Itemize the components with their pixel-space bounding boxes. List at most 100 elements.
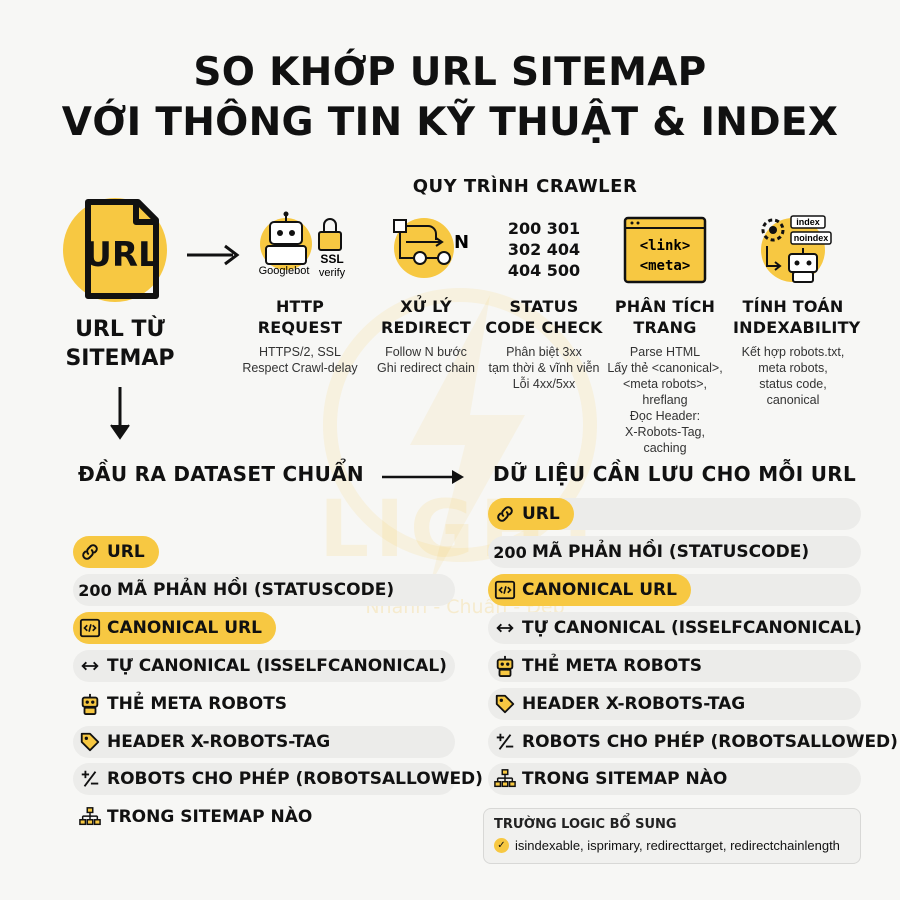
page-title: SO KHỚP URL SITEMAP VỚI THÔNG TIN KỸ THU… — [0, 48, 900, 148]
step-title: XỬ LÝ REDIRECT — [366, 296, 486, 338]
row-highlight: CANONICAL URL — [73, 612, 276, 644]
indexability-icon: index noindex — [761, 215, 832, 283]
html-meta-icon: <link> <meta> — [623, 216, 707, 284]
step-title-line-1: PHÂN TÍCH — [614, 297, 716, 316]
step-desc-line: meta robots, — [758, 361, 828, 375]
stored-row-xrobots: HEADER X-ROBOTS-TAG — [488, 688, 861, 720]
url-file-icon: URL — [60, 190, 180, 310]
step-title: HTTP REQUEST — [240, 296, 360, 338]
step-title-line-2: INDEXABILITY — [733, 318, 861, 337]
row-label: CANONICAL URL — [107, 618, 262, 638]
logic-fields: isindexable, isprimary, redirecttarget, … — [515, 838, 840, 853]
check-icon: ✓ — [494, 838, 509, 853]
step-desc-line: <meta robots>, hreflang — [622, 377, 708, 407]
step-title-line-2: CODE CHECK — [485, 318, 603, 337]
row-label: TỰ CANONICAL (ISSELFCANONICAL) — [107, 656, 447, 676]
row-label: URL — [107, 542, 145, 562]
meta-tag-label: <meta> — [640, 258, 691, 274]
status-number: 200 — [78, 580, 112, 600]
output-row-robotsallowed: ROBOTS CHO PHÉP (ROBOTSALLOWED) — [73, 763, 483, 795]
url-icon-text: URL — [84, 235, 159, 275]
step-title-line-1: HTTP — [275, 297, 325, 316]
row-label: URL — [522, 504, 560, 524]
redirect-icon: N — [393, 218, 469, 278]
row-label: TRONG SITEMAP NÀO — [107, 807, 313, 827]
step-http-request: Googlebot SSL verify HTTP REQUEST HTTPS/… — [240, 210, 360, 376]
step-title-line-2: REQUEST — [257, 318, 343, 337]
output-row-selfcanonical: TỰ CANONICAL (ISSELFCANONICAL) — [73, 650, 455, 682]
output-row-sitemap: TRONG SITEMAP NÀO — [73, 801, 455, 833]
googlebot-ssl-icon: Googlebot SSL verify — [259, 211, 346, 279]
step-title-line-2: REDIRECT — [381, 318, 471, 337]
logic-fields-box: TRƯỜNG LOGIC BỔ SUNG ✓ isindexable, ispr… — [483, 808, 861, 864]
logic-title: TRƯỜNG LOGIC BỔ SUNG — [494, 817, 677, 832]
sitemap-icon — [73, 806, 107, 828]
stored-row-metarobots: THẺ META ROBOTS — [488, 650, 861, 682]
step-description: Follow N bước Ghi redirect chain — [366, 344, 486, 376]
output-row-xrobots: HEADER X-ROBOTS-TAG — [73, 726, 455, 758]
source-label-line-1: URL TỪ — [75, 317, 165, 342]
stored-row-statuscode: 200 MÃ PHẢN HỒI (STATUSCODE) — [488, 536, 861, 568]
row-label: TRONG SITEMAP NÀO — [522, 769, 728, 789]
stored-row-url: URL — [488, 498, 861, 530]
arrow-right-long-icon — [382, 470, 464, 484]
row-label: MÃ PHẢN HỒI (STATUSCODE) — [117, 580, 395, 600]
arrow-right-icon — [187, 244, 240, 266]
step-title-line-1: TÍNH TOÁN — [742, 297, 844, 316]
redirect-n-label: N — [454, 232, 469, 253]
step-desc-line: Ghi redirect chain — [377, 361, 475, 375]
link-tag-label: <link> — [640, 238, 691, 254]
plus-minus-icon — [73, 768, 107, 790]
status-codes: 200 301 302 404 404 500 — [484, 210, 604, 290]
step-desc-line: Phân biệt 3xx — [506, 345, 582, 359]
row-label: HEADER X-ROBOTS-TAG — [522, 694, 746, 714]
source-label-line-2: SITEMAP — [65, 346, 175, 371]
sitemap-icon — [488, 768, 522, 790]
row-label: HEADER X-ROBOTS-TAG — [107, 732, 331, 752]
row-highlight: CANONICAL URL — [488, 574, 691, 606]
row-label: CANONICAL URL — [522, 580, 677, 600]
step-redirect: N XỬ LÝ REDIRECT Follow N bước Ghi redir… — [366, 210, 486, 376]
status-number: 200 — [493, 542, 527, 562]
step-description: Kết hợp robots.txt, meta robots, status … — [733, 344, 853, 408]
source-label: URL TỪ SITEMAP — [40, 315, 200, 373]
arrows-icon — [73, 655, 107, 677]
stored-data-title: DỮ LIỆU CẦN LƯU CHO MỖI URL — [493, 462, 857, 486]
step-desc-line: Lấy thẻ <canonical>, — [607, 361, 723, 375]
output-dataset-title: ĐẦU RA DATASET CHUẨN — [78, 462, 364, 486]
output-row-statuscode: 200 MÃ PHẢN HỒI (STATUSCODE) — [73, 574, 455, 606]
step-desc-line: Respect Crawl-delay — [242, 361, 358, 375]
step-desc-line: HTTPS/2, SSL — [259, 345, 341, 359]
step-desc-line: Kết hợp robots.txt, — [741, 345, 845, 359]
step-desc-line: tạm thời & vĩnh viễn — [488, 361, 600, 375]
ssl-label: SSL — [320, 252, 343, 266]
status-code-line: 302 404 — [507, 240, 581, 259]
tag-icon — [488, 693, 522, 715]
step-indexability: index noindex TÍNH TOÁN INDEXABILITY Kết… — [733, 210, 861, 408]
googlebot-label: Googlebot — [259, 265, 310, 277]
step-desc-line: Parse HTML — [629, 345, 701, 359]
row-label: THẺ META ROBOTS — [522, 656, 703, 676]
step-desc-line: Đọc Header: — [629, 409, 701, 423]
output-row-url: URL — [73, 536, 455, 568]
step-desc-line: Follow N bước — [385, 345, 467, 359]
row-label: THẺ META ROBOTS — [107, 694, 288, 714]
step-desc-line: status code, — [759, 377, 827, 391]
row-highlight: URL — [488, 498, 574, 530]
title-line-1: SO KHỚP URL SITEMAP — [193, 50, 707, 95]
row-highlight: URL — [73, 536, 159, 568]
link-icon — [488, 503, 522, 525]
step-desc-line: Lỗi 4xx/5xx — [512, 377, 576, 391]
status-code-line: 200 301 — [507, 219, 581, 238]
plus-minus-icon — [488, 731, 522, 753]
row-label: MÃ PHẢN HỒI (STATUSCODE) — [532, 542, 810, 562]
step-title-line-2: TRANG — [633, 318, 697, 337]
output-row-metarobots: THẺ META ROBOTS — [73, 688, 455, 720]
stored-row-canonical: CANONICAL URL — [488, 574, 861, 606]
stored-row-selfcanonical: TỰ CANONICAL (ISSELFCANONICAL) — [488, 612, 862, 644]
verify-label: verify — [319, 267, 346, 279]
step-description: Phân biệt 3xx tạm thời & vĩnh viễn Lỗi 4… — [484, 344, 604, 392]
logic-fields-row: ✓ isindexable, isprimary, redirecttarget… — [494, 838, 850, 853]
row-label: TỰ CANONICAL (ISSELFCANONICAL) — [522, 618, 862, 638]
process-title: QUY TRÌNH CRAWLER — [412, 176, 638, 197]
